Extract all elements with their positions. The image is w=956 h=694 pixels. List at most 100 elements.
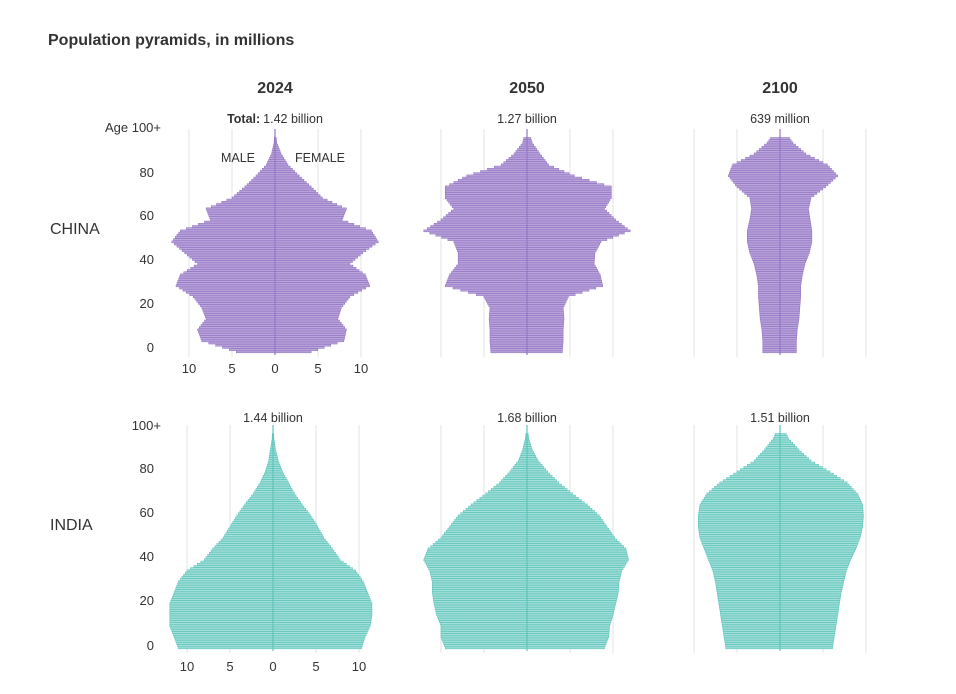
bar-female-china-2024-age-8 [274,332,346,336]
bar-male-india-2050-age-19 [434,604,528,608]
bar-female-china-2050-age-45 [526,251,596,255]
bar-male-india-2100-age-82 [743,466,781,469]
bar-female-india-2050-age-12 [526,620,612,623]
bar-female-china-2050-age-33 [526,277,602,281]
bar-male-china-2050-age-2 [490,346,528,349]
bar-female-india-2050-age-67 [526,499,582,502]
bar-male-india-2024-age-65 [244,503,274,507]
bar-male-india-2100-age-27 [716,587,781,590]
bar-female-india-2100-age-25 [779,591,842,595]
bar-female-china-2024-age-42 [274,258,356,261]
bar-male-india-2100-age-81 [740,468,781,471]
bar-female-china-2100-age-10 [779,328,798,332]
bar-male-china-2050-age-26 [475,293,528,296]
bar-female-china-2100-age-44 [779,253,809,257]
bar-female-china-2024-age-6 [274,337,345,340]
bar-male-china-2050-age-89 [511,154,528,158]
bar-female-india-2024-age-0 [272,646,362,650]
bar-female-china-2100-age-2 [779,346,797,349]
bar-male-china-2024-age-52 [174,236,276,239]
bar-male-india-2100-age-67 [702,499,781,502]
bar-male-india-2050-age-30 [432,580,528,584]
bar-male-india-2050-age-48 [435,540,528,544]
bar-male-china-2100-age-12 [760,324,781,327]
bar-male-india-2024-age-72 [255,488,274,491]
bar-male-india-2100-age-70 [706,492,781,496]
bar-male-india-2024-age-68 [249,496,274,500]
bar-female-china-2100-age-37 [779,269,804,272]
bar-male-china-2024-age-73 [239,190,276,193]
bar-male-china-2024-age-31 [176,282,276,285]
bar-female-china-2024-age-87 [274,159,286,162]
bar-male-india-2024-age-22 [171,598,274,601]
bar-female-india-2024-age-75 [272,481,289,485]
bar-female-india-2100-age-15 [779,613,838,617]
xtick-china-0: 0 [271,361,278,376]
bar-male-china-2024-age-80 [255,174,276,178]
bar-male-china-2024-age-41 [194,260,276,263]
bar-male-india-2024-age-1 [177,644,274,647]
bar-female-china-2050-age-14 [526,319,565,323]
bar-female-china-2024-age-26 [274,293,355,296]
bar-female-china-2024-age-45 [274,251,364,255]
bar-female-india-2024-age-77 [272,477,287,480]
bar-male-china-2050-age-7 [489,335,528,338]
bar-male-china-2050-age-48 [455,245,528,248]
bar-male-india-2024-age-11 [169,622,274,625]
bar-female-china-2024-age-9 [274,330,347,334]
bar-male-india-2050-age-35 [429,569,528,573]
bar-female-china-2024-age-7 [274,335,346,338]
bar-female-india-2050-age-61 [526,512,598,515]
bar-male-china-2024-age-71 [234,194,276,197]
bar-female-india-2100-age-72 [779,488,854,491]
bar-male-india-2050-age-20 [433,602,528,606]
bar-female-india-2024-age-65 [272,503,303,507]
bar-female-china-2050-age-17 [526,313,564,316]
bar-male-china-2050-age-74 [444,187,528,191]
bar-female-china-2100-age-15 [779,317,800,321]
bar-female-china-2024-age-17 [274,313,340,316]
bar-female-india-2050-age-68 [526,496,579,500]
bar-male-india-2024-age-70 [252,492,274,496]
bar-male-china-2050-age-20 [489,306,528,310]
bar-female-china-2050-age-80 [526,174,575,178]
bar-male-china-2050-age-5 [489,339,528,343]
bar-male-china-2024-age-27 [186,291,276,294]
bar-female-india-2050-age-1 [526,644,606,647]
bar-female-china-2100-age-19 [779,308,800,312]
bar-male-india-2050-age-79 [507,472,528,476]
bar-female-india-2050-age-77 [526,477,555,480]
bar-female-india-2024-age-72 [272,488,293,491]
bar-female-india-2050-age-41 [526,556,629,559]
bar-female-china-2050-age-32 [526,280,602,283]
bar-male-india-2100-age-47 [702,543,781,546]
bar-male-india-2024-age-3 [175,639,274,643]
bar-male-china-2100-age-82 [729,170,781,173]
bar-male-china-2050-age-4 [489,341,528,345]
bar-male-india-2024-age-76 [260,479,274,482]
bar-female-china-2050-age-42 [526,258,595,261]
bar-male-china-2050-age-95 [522,141,528,145]
bar-female-india-2024-age-21 [272,600,372,603]
bar-male-china-2100-age-81 [728,172,781,175]
bar-female-china-2100-age-82 [779,170,834,173]
bar-male-china-2050-age-56 [426,227,528,230]
bar-male-india-2050-age-47 [432,543,528,546]
bar-female-china-2100-age-9 [779,330,798,334]
bar-male-india-2050-age-82 [512,466,528,469]
bar-female-china-2100-age-97 [779,137,790,140]
bar-male-india-2050-age-62 [463,510,528,513]
bar-female-china-2024-age-49 [274,242,376,246]
bar-male-india-2050-age-77 [503,477,528,480]
bar-female-india-2050-age-43 [526,551,628,555]
bar-female-india-2100-age-18 [779,606,839,610]
bar-female-china-2100-age-46 [779,249,811,252]
bar-female-china-2050-age-56 [526,227,628,230]
bar-male-china-2050-age-82 [480,170,528,173]
bar-male-china-2024-age-11 [199,326,276,329]
bar-male-india-2100-age-52 [699,532,781,535]
bar-female-china-2050-age-68 [526,201,609,204]
bar-male-china-2100-age-7 [762,335,781,338]
bar-male-india-2024-age-31 [179,578,274,581]
bar-male-china-2100-age-71 [747,194,781,197]
